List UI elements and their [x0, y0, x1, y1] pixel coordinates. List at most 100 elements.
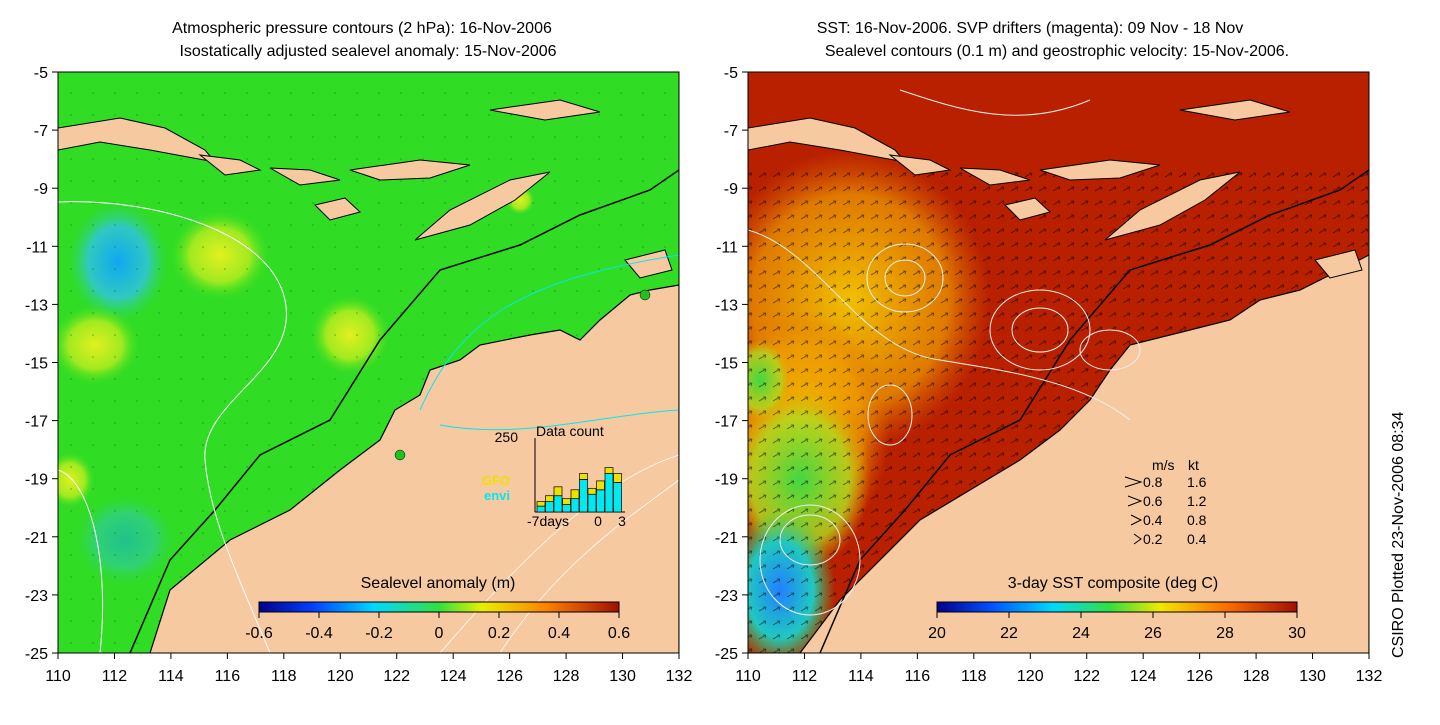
sealevel-contour — [1011, 307, 1069, 353]
inset-bar-envi — [604, 473, 614, 513]
colorbar-tick-label: 20 — [928, 625, 946, 642]
y-tick-label: -23 — [715, 588, 738, 605]
colorbar-tick-label: 24 — [1072, 625, 1090, 642]
inset-legend-envi: envi — [484, 488, 510, 503]
sumba-island — [314, 197, 362, 221]
y-tick-label: -17 — [25, 414, 48, 431]
left-axes: -5 -7 -9 -11 -13 -15 -17 -19 -21 -23 -25 110 112 114 1… — [25, 65, 693, 685]
sealevel-contour — [867, 384, 913, 446]
y-tick-label: -7 — [34, 123, 48, 140]
drifter-track — [419, 254, 679, 411]
flores-island — [349, 159, 471, 181]
speed-legend-arrow — [1130, 514, 1143, 526]
colorbar-tick-label: 22 — [1000, 625, 1018, 642]
x-tick-label: 128 — [553, 668, 580, 685]
y-tick-label: -13 — [25, 297, 48, 314]
x-tick-label: 120 — [1017, 668, 1044, 685]
colorbar-tick-label: 0 — [435, 625, 444, 642]
inset-bar-gfo — [587, 487, 597, 495]
x-tick-label: 124 — [1130, 668, 1157, 685]
speed-legend-ms: 0.8 — [1143, 474, 1163, 490]
left-title-line2: Isostatically adjusted sealevel anomaly:… — [179, 43, 556, 60]
inset-bar-gfo — [545, 495, 554, 502]
x-tick-label: 130 — [609, 668, 636, 685]
australia-land — [799, 254, 1369, 653]
speed-legend-header-kt: kt — [1188, 457, 1199, 473]
speed-legend: m/s kt 0.8 1.6 0.6 1.2 0.4 0.8 0.2 0.4 — [1124, 457, 1207, 547]
speed-legend-header-ms: m/s — [1152, 457, 1175, 473]
y-tick-label: -15 — [25, 356, 48, 373]
inset-bar-gfo — [604, 467, 614, 474]
y-tick-label: -25 — [715, 646, 738, 663]
sumba-island — [1004, 197, 1052, 221]
x-tick-label: 122 — [383, 668, 410, 685]
inset-bar-gfo — [579, 473, 588, 480]
drifter-marker — [639, 289, 651, 301]
y-tick-label: -25 — [25, 646, 48, 663]
y-tick-label: -19 — [25, 472, 48, 489]
speed-legend-ms: 0.6 — [1143, 493, 1163, 509]
inset-ymax: 250 — [495, 429, 519, 445]
inset-bar-gfo — [562, 498, 571, 505]
colorbar-tick-label: 0.2 — [488, 625, 510, 642]
timor-island — [1104, 171, 1241, 241]
y-tick-label: -19 — [715, 472, 738, 489]
drifter-track — [439, 409, 679, 431]
speed-legend-ms: 0.2 — [1143, 531, 1163, 547]
y-tick-label: -5 — [724, 65, 738, 82]
right-map — [748, 72, 1369, 653]
right-axes: -5 -7 -9 -11 -13 -15 -17 -19 -21 -23 -25 110 112 114 1… — [715, 65, 1383, 685]
x-tick-label: 118 — [271, 668, 297, 685]
speed-legend-ms: 0.4 — [1143, 512, 1163, 528]
inset-xtick-end: 3 — [618, 513, 626, 529]
sealevel-contour — [866, 243, 944, 313]
inset-bar-gfo — [613, 473, 622, 483]
y-tick-label: -21 — [25, 530, 48, 547]
shelf-contour — [129, 169, 679, 653]
wetar-island — [1179, 99, 1291, 121]
tanimbar-island — [624, 249, 673, 279]
y-tick-label: -13 — [715, 297, 738, 314]
x-tick-label: 124 — [440, 668, 467, 685]
y-tick-label: -23 — [25, 588, 48, 605]
speed-legend-arrow — [1124, 476, 1143, 488]
y-tick-label: -21 — [715, 530, 738, 547]
x-tick-label: 120 — [327, 668, 354, 685]
y-tick-label: -15 — [715, 356, 738, 373]
x-tick-label: 116 — [215, 668, 241, 685]
left-panel: Atmospheric pressure contours (2 hPa): 1… — [25, 20, 693, 685]
inset-bar-envi — [570, 498, 580, 513]
drifter-marker — [394, 449, 406, 461]
sst-colorbar-ticks: 20 22 24 26 28 30 — [928, 612, 1306, 642]
flores-island — [1039, 159, 1161, 181]
pressure-contour — [58, 201, 288, 653]
inset-bar-gfo — [553, 486, 563, 497]
sla-colorbar-ticks: -0.6 -0.4 -0.2 0 0.2 0.4 0.6 — [245, 612, 630, 642]
depth-contour — [499, 479, 679, 653]
right-title-line1: SST: 16-Nov-2006. SVP drifters (magenta)… — [817, 20, 1244, 37]
x-tick-label: 128 — [1243, 668, 1270, 685]
timor-island — [414, 171, 551, 241]
pressure-contour — [58, 469, 104, 653]
bali-island — [198, 154, 262, 176]
sst-colorbar — [936, 601, 1298, 613]
inset-bar-gfo — [596, 480, 605, 491]
right-panel: SST: 16-Nov-2006. SVP drifters (magenta)… — [715, 20, 1383, 685]
x-tick-label: 118 — [961, 668, 987, 685]
x-tick-label: 114 — [848, 668, 874, 685]
inset-xtick-zero: 0 — [594, 513, 602, 529]
data-count-inset: Data count 250 GFO envi -7days 0 3 — [482, 423, 626, 529]
x-tick-label: 126 — [1186, 668, 1213, 685]
colorbar-tick-label: -0.2 — [365, 625, 393, 642]
x-tick-label: 132 — [666, 668, 693, 685]
inset-title: Data count — [536, 423, 604, 439]
sealevel-contour — [759, 504, 861, 616]
wetar-island — [489, 99, 601, 121]
y-tick-label: -11 — [26, 239, 48, 256]
sst-colorbar-label: 3-day SST composite (deg C) — [1008, 575, 1218, 592]
sealevel-contour — [989, 289, 1091, 371]
tanimbar-island — [1314, 249, 1363, 279]
credit-text: CSIRO Plotted 23-Nov-2006 08:34 — [1390, 412, 1407, 658]
colorbar-tick-label: 0.4 — [548, 625, 570, 642]
